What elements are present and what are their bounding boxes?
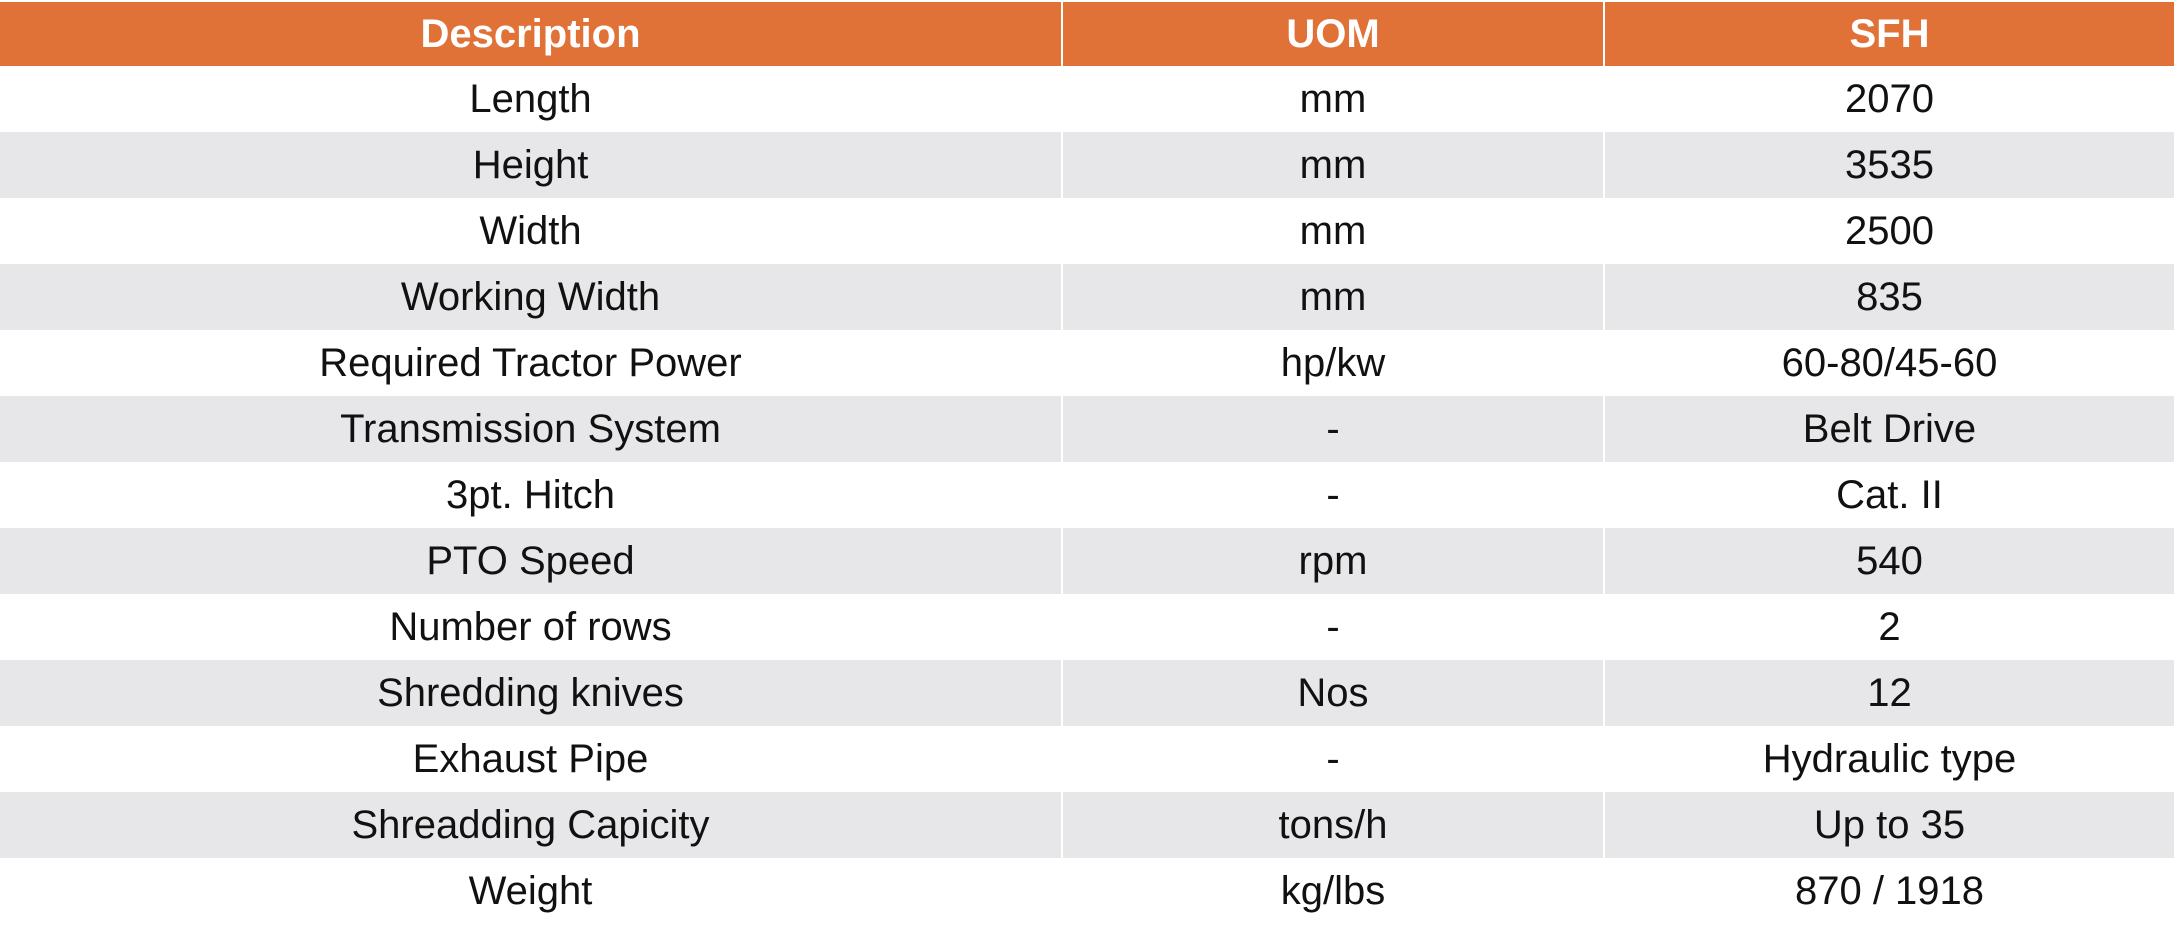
sfh-cell: 835 <box>1604 264 2174 330</box>
description-cell: Working Width <box>0 264 1063 330</box>
table-row: Exhaust Pipe - Hydraulic type <box>0 726 2174 792</box>
sfh-cell: 870 / 1918 <box>1794 868 1985 913</box>
table-row: Working Width mm 835 <box>0 264 2174 330</box>
sfh-cell: 2 <box>1878 604 1901 649</box>
uom-cell: kg/lbs <box>1062 858 1605 924</box>
table-row: 3pt. Hitch - Cat. II <box>0 462 2174 528</box>
description-cell: Shreadding Capicity <box>0 792 1063 858</box>
header-row: Description UOM SFH <box>0 2 2174 66</box>
sfh-cell: Belt Drive <box>1604 396 2174 462</box>
uom-cell: hp/kw <box>1062 330 1605 396</box>
description-cell: PTO Speed <box>0 528 1063 594</box>
table-row: Weight kg/lbs 870 / 1918 <box>0 858 2174 924</box>
uom-cell: mm <box>1062 66 1605 132</box>
header-description: Description <box>0 2 1063 66</box>
table-row: Number of rows - 2 <box>0 594 2174 660</box>
uom-cell: tons/h <box>1062 792 1605 858</box>
header-sfh: SFH <box>1604 2 2174 66</box>
description-cell: Shredding knives <box>0 660 1063 726</box>
description-cell: Height <box>0 132 1063 198</box>
sfh-cell: 540 <box>1604 528 2174 594</box>
sfh-cell: Up to 35 <box>1604 792 2174 858</box>
description-cell: Width <box>0 198 1063 264</box>
sfh-cell: 60-80/45-60 <box>1781 340 1998 385</box>
description-cell: Number of rows <box>0 594 1063 660</box>
sfh-cell: 3535 <box>1604 132 2174 198</box>
table-row: Shredding knives Nos 12 <box>0 660 2174 726</box>
description-cell: Exhaust Pipe <box>0 726 1063 792</box>
table-row: Required Tractor Power hp/kw 60-80/45-60 <box>0 330 2174 396</box>
uom-cell: rpm <box>1062 528 1605 594</box>
table-row: Transmission System - Belt Drive <box>0 396 2174 462</box>
description-cell: Length <box>0 66 1063 132</box>
sfh-cell: 2070 <box>1845 76 1934 121</box>
uom-cell: Nos <box>1062 660 1605 726</box>
uom-cell: mm <box>1062 264 1605 330</box>
table-row: Width mm 2500 <box>0 198 2174 264</box>
uom-cell: mm <box>1062 198 1605 264</box>
table-row: Height mm 3535 <box>0 132 2174 198</box>
table-row: Shreadding Capicity tons/h Up to 35 <box>0 792 2174 858</box>
uom-cell: - <box>1062 462 1605 528</box>
header-uom: UOM <box>1062 2 1605 66</box>
sfh-cell: 12 <box>1604 660 2174 726</box>
sfh-cell: 2500 <box>1845 208 1934 253</box>
uom-cell: - <box>1062 396 1605 462</box>
uom-cell: - <box>1062 594 1605 660</box>
description-cell: Transmission System <box>0 396 1063 462</box>
sfh-cell: Hydraulic type <box>1762 736 2017 781</box>
sfh-cell: Cat. II <box>1836 472 1943 517</box>
table-row: PTO Speed rpm 540 <box>0 528 2174 594</box>
uom-cell: - <box>1062 726 1605 792</box>
description-cell: Required Tractor Power <box>0 330 1063 396</box>
table-row: Length mm 2070 <box>0 66 2174 132</box>
description-cell: 3pt. Hitch <box>0 462 1063 528</box>
uom-cell: mm <box>1062 132 1605 198</box>
description-cell: Weight <box>0 858 1063 924</box>
